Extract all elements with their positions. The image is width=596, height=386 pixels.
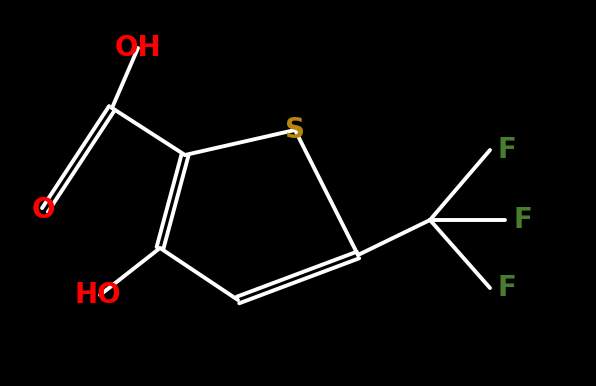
Text: O: O [31,196,55,224]
Text: F: F [513,206,532,234]
Text: F: F [498,274,517,302]
Text: HO: HO [74,281,122,309]
Text: F: F [498,136,517,164]
Text: S: S [285,116,305,144]
Text: OH: OH [114,34,162,62]
